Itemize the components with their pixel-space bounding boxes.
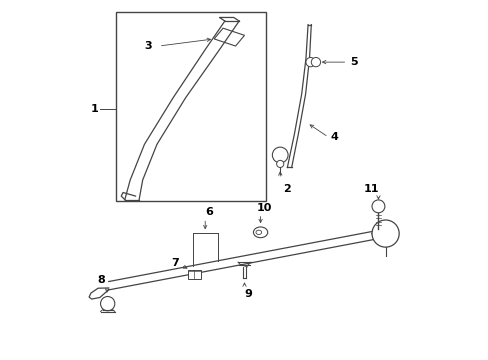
Ellipse shape [253,227,267,238]
Circle shape [272,147,287,163]
Text: 8: 8 [98,275,105,285]
Text: 6: 6 [204,207,212,217]
Bar [188,270,201,279]
Ellipse shape [255,230,261,234]
Text: 3: 3 [143,41,151,51]
Text: 11: 11 [363,184,378,194]
Bar [116,12,265,202]
Text: 10: 10 [256,203,271,213]
Text: 2: 2 [283,184,291,194]
Circle shape [371,220,398,247]
Text: 4: 4 [329,132,337,142]
Text: 1: 1 [90,104,98,113]
Circle shape [101,297,115,311]
Circle shape [305,58,315,67]
Circle shape [311,58,320,67]
Text: 9: 9 [244,289,251,299]
Text: 5: 5 [349,57,357,67]
Circle shape [276,160,283,167]
Circle shape [371,200,384,213]
Text: 7: 7 [171,258,178,268]
